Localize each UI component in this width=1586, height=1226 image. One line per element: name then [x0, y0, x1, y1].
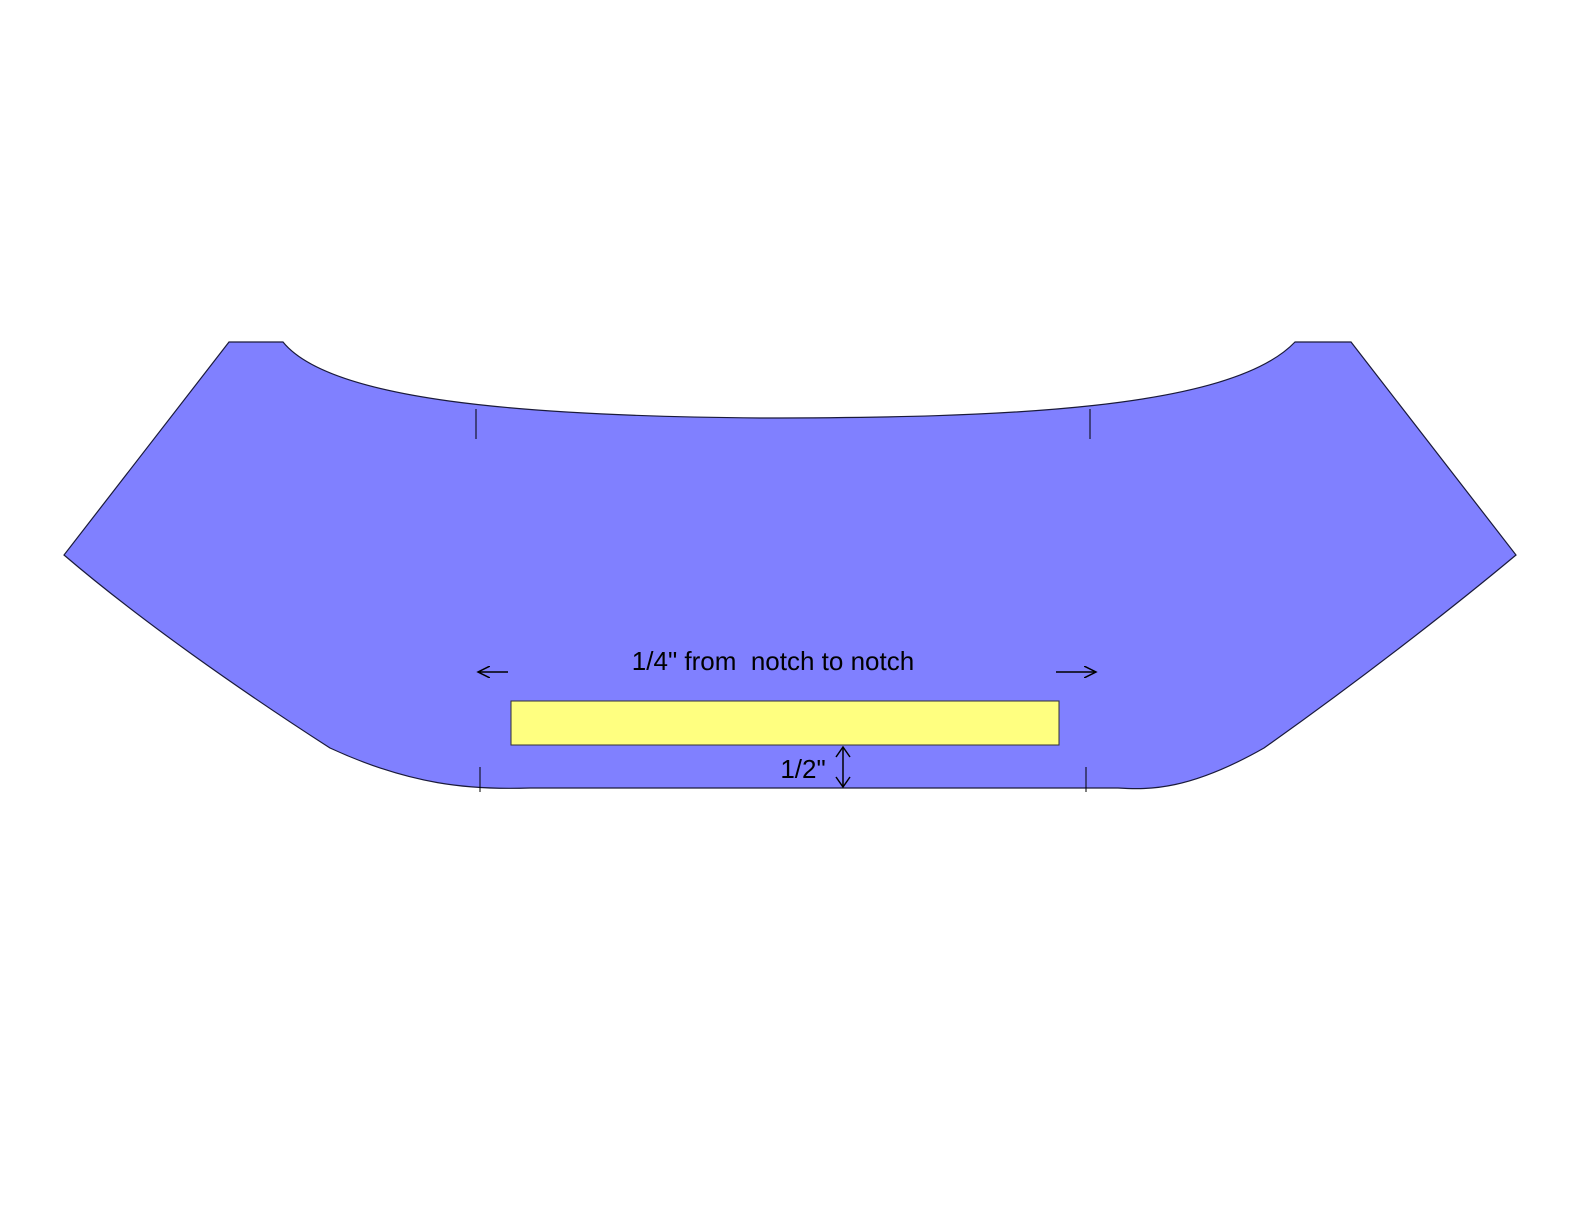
double-arrow-vertical-icon — [835, 745, 851, 789]
width-measure-label: 1/4" from notch to notch — [632, 646, 914, 676]
height-measure-label: 1/2" — [780, 754, 825, 784]
stay-tape — [510, 700, 1060, 746]
pattern-piece — [63, 341, 1517, 790]
